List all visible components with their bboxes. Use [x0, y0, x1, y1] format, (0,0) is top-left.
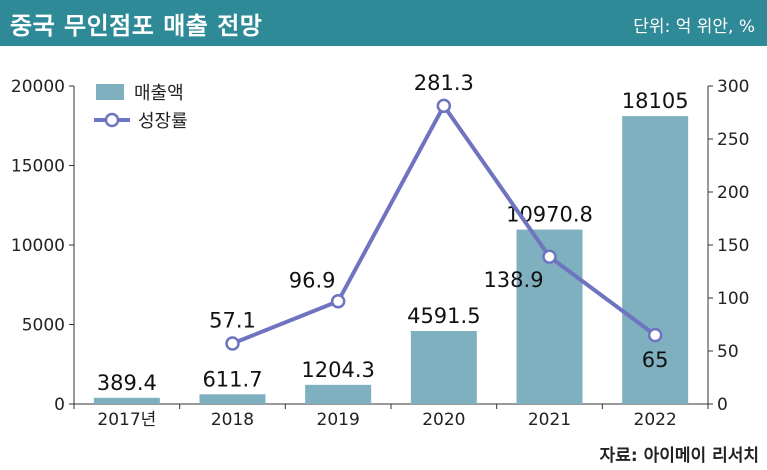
- bar: [305, 384, 372, 404]
- y-right-tick-label: 300: [717, 77, 749, 97]
- y-right-tick-label: 150: [717, 236, 749, 256]
- y-left-tick-label: 5000: [22, 316, 65, 336]
- y-left-tick-label: 10000: [11, 236, 65, 256]
- bar: [199, 394, 266, 404]
- x-tick-label: 2017년: [97, 410, 156, 430]
- x-tick-label: 2021: [528, 410, 571, 430]
- legend-swatch-bar: [96, 84, 124, 100]
- bar-value-label: 4591.5: [407, 304, 480, 328]
- growth-point: [647, 327, 663, 343]
- y-right-tick-label: 200: [717, 183, 749, 203]
- bar-value-label: 1204.3: [301, 358, 374, 382]
- legend-label-line: 성장률: [138, 111, 188, 132]
- growth-point: [330, 294, 346, 309]
- x-tick-label: 2020: [422, 410, 465, 430]
- legend-label-bar: 매출액: [134, 83, 184, 104]
- growth-value-label: 65: [642, 348, 669, 372]
- y-left-tick-label: 0: [54, 395, 65, 415]
- growth-value-label: 138.9: [483, 268, 543, 292]
- y-right-tick-label: 50: [717, 342, 739, 362]
- x-tick-label: 2022: [634, 410, 677, 430]
- bar: [410, 330, 477, 404]
- growth-value-label: 96.9: [289, 268, 336, 292]
- y-left-tick-label: 20000: [11, 77, 65, 97]
- growth-point: [436, 98, 452, 114]
- bar-value-label: 18105: [622, 89, 689, 113]
- x-tick-label: 2018: [211, 410, 254, 430]
- y-right-tick-label: 100: [717, 289, 749, 309]
- bar: [93, 397, 160, 404]
- growth-value-label: 281.3: [414, 71, 474, 95]
- legend-swatch-point: [104, 112, 120, 128]
- bar-value-label: 611.7: [202, 367, 262, 391]
- y-left-tick-label: 15000: [11, 157, 65, 177]
- y-right-tick-label: 250: [717, 130, 749, 150]
- y-right-tick-label: 0: [717, 395, 728, 415]
- bar-value-label: 389.4: [97, 371, 157, 395]
- source-label: 자료: 아이메이 리서치: [599, 446, 759, 466]
- growth-value-label: 57.1: [209, 308, 256, 332]
- header-bar: 중국 무인점포 매출 전망 단위: 억 위안, %: [0, 0, 767, 46]
- unit-label: 단위: 억 위안, %: [633, 17, 755, 37]
- bar: [622, 116, 689, 405]
- chart-area: 0 5000 10000 15000 20000 0 50 100 150 200 250 300 20…: [11, 71, 750, 430]
- growth-point: [225, 336, 240, 351]
- growth-point: [542, 249, 557, 265]
- x-tick-label: 2019: [317, 410, 360, 430]
- chart-title: 중국 무인점포 매출 전망: [10, 12, 263, 40]
